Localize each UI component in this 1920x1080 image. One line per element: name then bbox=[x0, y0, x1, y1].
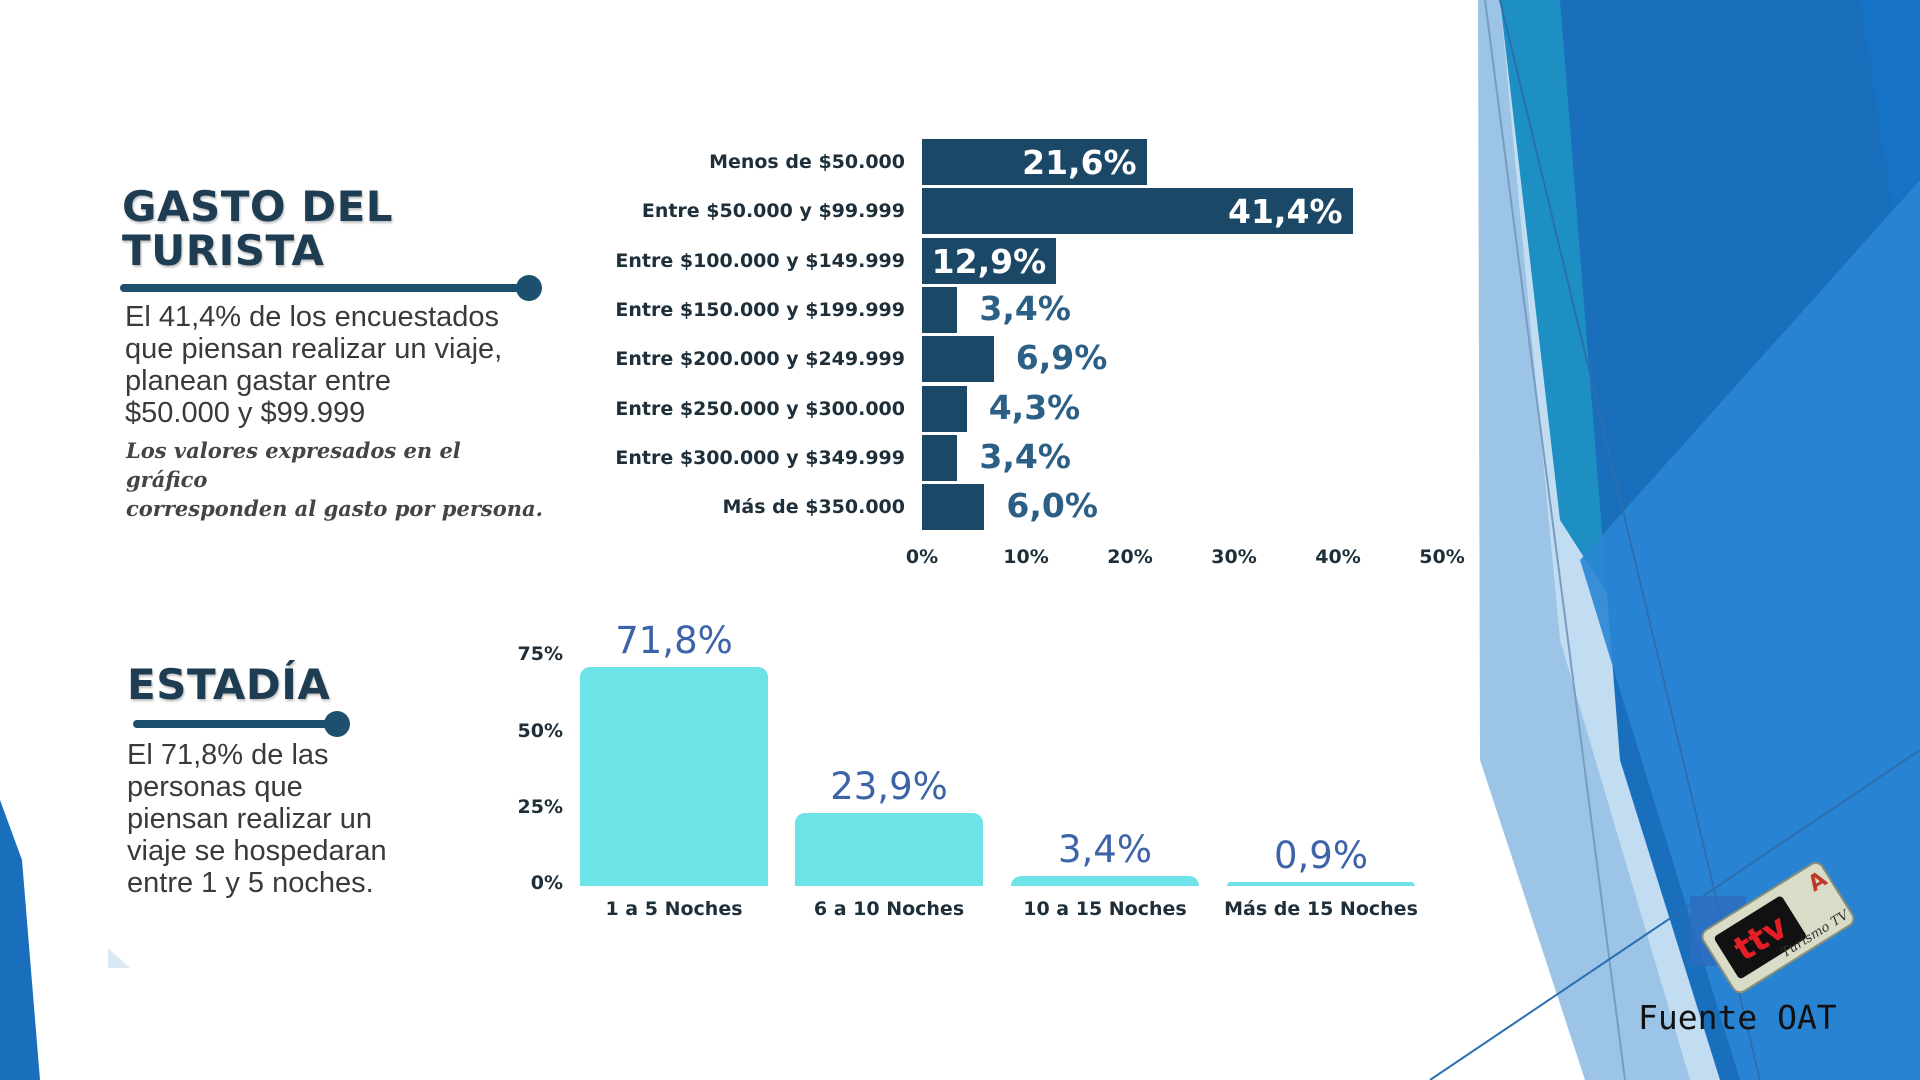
gasto-title-line2: TURISTA bbox=[122, 226, 325, 275]
bar-value-label: 23,9% bbox=[830, 765, 948, 809]
bar-value-label: 3,4% bbox=[979, 436, 1071, 476]
estadia-title-rule bbox=[133, 720, 341, 728]
logo-badge bbox=[1714, 896, 1807, 979]
gasto-title-rule bbox=[120, 284, 528, 292]
x-tick-label: 10% bbox=[1003, 546, 1049, 568]
bar bbox=[795, 813, 983, 886]
decor-small-triangle bbox=[108, 948, 130, 968]
x-tick-label: 0% bbox=[905, 546, 939, 568]
bar-value-label: 6,9% bbox=[1015, 338, 1108, 378]
bar bbox=[922, 188, 1353, 235]
bar-category-label: Entre $300.000 y $349.999 bbox=[615, 446, 905, 469]
bar-value-label: 21,6% bbox=[1022, 143, 1137, 182]
ttv-logo: ttv Turismo TV A bbox=[1690, 862, 1855, 994]
bar-category-label: Menos de $50.000 bbox=[709, 151, 905, 173]
gasto-title-dot bbox=[516, 275, 542, 301]
bar-value-label: 41,4% bbox=[1228, 192, 1343, 232]
x-tick-label: 20% bbox=[1107, 546, 1153, 568]
x-category-label: 6 a 10 Noches bbox=[813, 898, 965, 920]
decor-line bbox=[1484, 0, 1626, 1080]
bar-value-label: 71,8% bbox=[615, 619, 733, 662]
gasto-title-line1: GASTO DEL bbox=[122, 182, 394, 231]
estadia-paragraph-line: personas que bbox=[127, 771, 303, 803]
gasto-paragraph-line: El 41,4% de los encuestados bbox=[125, 301, 500, 333]
bar bbox=[922, 484, 985, 531]
x-tick-label: 40% bbox=[1315, 546, 1361, 568]
bar-value-label: 6,0% bbox=[1006, 486, 1098, 526]
gasto-note-line: Los valores expresados en el gráfico bbox=[126, 438, 461, 492]
bar-category-label: Entre $100.000 y $149.999 bbox=[615, 249, 905, 272]
bar-value-label: 3,4% bbox=[979, 288, 1071, 328]
gasto-note-line: corresponden al gasto por persona. bbox=[126, 496, 543, 521]
y-tick-label: 0% bbox=[530, 872, 563, 894]
decor-corner-left bbox=[0, 800, 40, 1080]
bar-category-label: Entre $50.000 y $99.999 bbox=[641, 200, 905, 223]
x-tick-label: 50% bbox=[1419, 546, 1465, 568]
x-category-label: Más de 15 Noches bbox=[1224, 898, 1418, 920]
x-tick-label: 30% bbox=[1211, 546, 1257, 568]
bar-category-label: Entre $250.000 y $300.000 bbox=[615, 397, 905, 420]
estadia-paragraph-line: entre 1 y 5 noches. bbox=[127, 867, 374, 899]
estadia-title: ESTADÍA bbox=[127, 660, 331, 709]
bar bbox=[922, 237, 1057, 284]
bar bbox=[922, 336, 994, 383]
estadia-paragraph-line: El 71,8% de las bbox=[127, 739, 329, 771]
bar-category-label: Entre $200.000 y $249.999 bbox=[615, 348, 905, 371]
x-category-label: 10 a 15 Noches bbox=[1023, 898, 1187, 920]
estadia-paragraph-line: piensan realizar un bbox=[127, 803, 373, 835]
bar bbox=[922, 286, 958, 333]
y-tick-label: 50% bbox=[517, 719, 563, 742]
bar bbox=[922, 434, 958, 481]
gasto-paragraph-line: $50.000 y $99.999 bbox=[125, 397, 366, 429]
bar-value-label: 4,3% bbox=[988, 387, 1081, 427]
gasto-paragraph: El 41,4% de los encuestados que piensan … bbox=[125, 301, 595, 429]
y-tick-label: 75% bbox=[517, 643, 563, 666]
bar-category-label: Entre $150.000 y $199.999 bbox=[615, 298, 905, 321]
bar-value-label: 12,9% bbox=[931, 241, 1047, 281]
bar bbox=[922, 139, 1147, 185]
y-tick-label: 25% bbox=[517, 795, 563, 818]
gasto-paragraph-line: que piensan realizar un viaje, bbox=[125, 333, 503, 365]
estadia-paragraph-line: viaje se hospedaran bbox=[127, 835, 387, 867]
bar bbox=[1011, 875, 1199, 886]
bar bbox=[1227, 882, 1415, 886]
estadia-title-dot bbox=[324, 711, 350, 737]
bar-value-label: 3,4% bbox=[1058, 827, 1152, 871]
decor-panel-mid bbox=[1580, 180, 1920, 1080]
gasto-paragraph-line: planean gastar entre bbox=[125, 365, 392, 397]
bar bbox=[580, 667, 768, 886]
gasto-note: Los valores expresados en el gráfico cor… bbox=[126, 436, 546, 523]
x-category-label: 1 a 5 Noches bbox=[605, 898, 743, 920]
bar-value-label: 0,9% bbox=[1274, 834, 1368, 877]
decor-line bbox=[1429, 749, 1920, 1080]
estadia-paragraph: El 71,8% de las personas que piensan rea… bbox=[127, 739, 487, 899]
bar-category-label: Más de $350.000 bbox=[722, 496, 905, 519]
source-text: Fuente OAT bbox=[1638, 998, 1837, 1037]
bar bbox=[922, 385, 967, 432]
